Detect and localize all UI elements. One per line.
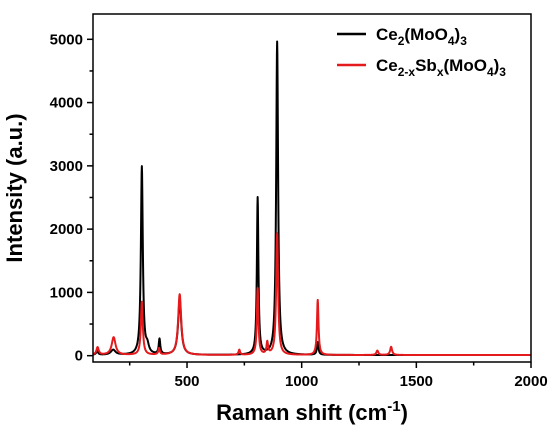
tick-labels: 500 1000 1500 2000 0 1000 2000 3000 4000 5000	[50, 31, 548, 390]
series-line-1	[92, 40, 532, 357]
y-axis-title: Intensity (a.u.)	[2, 113, 27, 262]
series-lines	[92, 40, 532, 357]
y-tick-label: 1000	[50, 284, 83, 301]
y-tick-label: 4000	[50, 95, 83, 112]
y-tick-label: 2000	[50, 221, 83, 238]
legend-label-1: Ce2(MoO4)3	[376, 25, 467, 48]
x-tick-label: 2000	[514, 373, 547, 390]
y-tick-label: 3000	[50, 158, 83, 175]
y-tick-label: 5000	[50, 31, 83, 48]
series-line-2	[92, 232, 532, 357]
legend: Ce2(MoO4)3 Ce2-xSbx(MoO4)3	[337, 25, 506, 79]
x-tick-label: 500	[175, 373, 200, 390]
legend-label-2: Ce2-xSbx(MoO4)3	[376, 56, 506, 79]
x-axis-title: Raman shift (cm-1)	[216, 398, 408, 425]
y-tick-label: 0	[75, 348, 83, 365]
x-tick-label: 1000	[285, 373, 318, 390]
x-tick-label: 1500	[400, 373, 433, 390]
axis-ticks	[87, 38, 532, 368]
plot-frame	[92, 13, 532, 363]
